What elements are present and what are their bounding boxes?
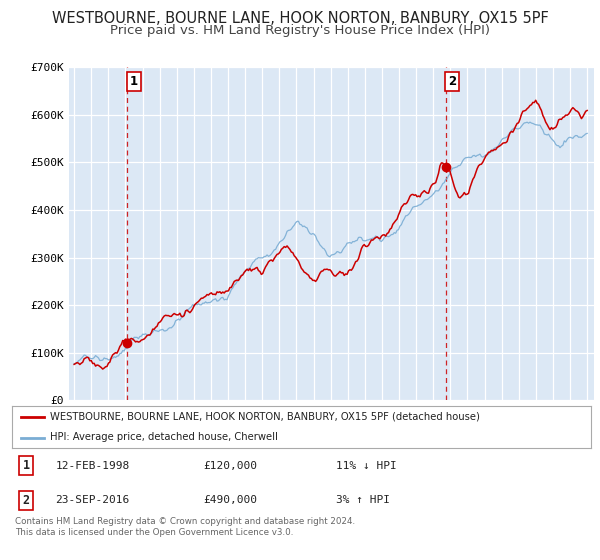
Text: 2: 2 — [448, 75, 457, 88]
Text: 2: 2 — [22, 494, 29, 507]
Text: WESTBOURNE, BOURNE LANE, HOOK NORTON, BANBURY, OX15 5PF: WESTBOURNE, BOURNE LANE, HOOK NORTON, BA… — [52, 11, 548, 26]
Text: 3% ↑ HPI: 3% ↑ HPI — [336, 496, 390, 505]
Text: £120,000: £120,000 — [203, 461, 257, 470]
Text: 11% ↓ HPI: 11% ↓ HPI — [336, 461, 397, 470]
Text: Contains HM Land Registry data © Crown copyright and database right 2024.
This d: Contains HM Land Registry data © Crown c… — [15, 517, 355, 537]
Text: £490,000: £490,000 — [203, 496, 257, 505]
Text: 23-SEP-2016: 23-SEP-2016 — [55, 496, 130, 505]
Text: HPI: Average price, detached house, Cherwell: HPI: Average price, detached house, Cher… — [50, 432, 278, 442]
Text: WESTBOURNE, BOURNE LANE, HOOK NORTON, BANBURY, OX15 5PF (detached house): WESTBOURNE, BOURNE LANE, HOOK NORTON, BA… — [50, 412, 479, 422]
Text: 1: 1 — [130, 75, 138, 88]
Text: Price paid vs. HM Land Registry's House Price Index (HPI): Price paid vs. HM Land Registry's House … — [110, 24, 490, 36]
Text: 1: 1 — [22, 459, 29, 472]
Text: 12-FEB-1998: 12-FEB-1998 — [55, 461, 130, 470]
